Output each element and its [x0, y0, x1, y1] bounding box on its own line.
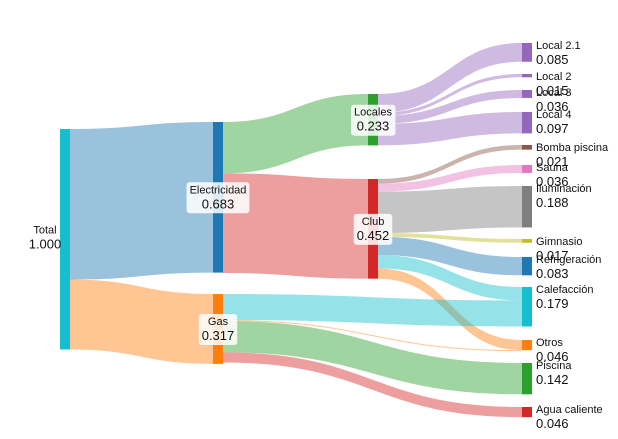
node-name-bomba: Bomba piscina: [536, 142, 609, 154]
node-value-club: 0.452: [357, 228, 390, 243]
label-l4: Local 40.097: [536, 109, 571, 136]
node-calef[interactable]: [522, 287, 532, 327]
node-value-gimn: 0.017: [536, 248, 569, 263]
node-name-agua: Agua caliente: [536, 404, 603, 416]
node-sauna[interactable]: [522, 165, 532, 173]
link-club-to-sauna[interactable]: [378, 165, 522, 192]
node-name-otros: Otros: [536, 337, 563, 349]
node-name-total: Total: [33, 224, 56, 236]
label-bg: [186, 182, 250, 214]
label-l3: Local 30.036: [536, 87, 571, 114]
link-total-to-gas[interactable]: [70, 279, 213, 364]
link-locales-to-l21[interactable]: [378, 43, 522, 113]
node-value-bomba: 0.021: [536, 154, 569, 169]
node-value-refri: 0.083: [536, 266, 569, 281]
node-name-l4: Local 4: [536, 109, 571, 121]
node-l21[interactable]: [522, 43, 532, 62]
node-value-gas: 0.317: [202, 328, 235, 343]
link-locales-to-l3[interactable]: [378, 90, 522, 124]
node-name-club: Club: [362, 216, 385, 228]
node-name-pisc: Piscina: [536, 360, 572, 372]
label-l2: Local 20.015: [536, 71, 571, 98]
node-value-ilum: 0.188: [536, 195, 569, 210]
node-name-gas: Gas: [208, 316, 229, 328]
link-gas-to-calef[interactable]: [223, 294, 522, 327]
node-name-l21: Local 2.1: [536, 40, 581, 52]
node-value-locales: 0.233: [357, 119, 390, 134]
label-bg: [353, 213, 393, 245]
node-value-pisc: 0.142: [536, 372, 569, 387]
node-name-calef: Calefacción: [536, 284, 593, 296]
link-elec-to-club[interactable]: [223, 173, 368, 279]
node-l2[interactable]: [522, 74, 532, 78]
label-bg: [198, 313, 238, 345]
link-locales-to-l2[interactable]: [378, 74, 522, 117]
node-bomba[interactable]: [522, 145, 532, 150]
node-agua[interactable]: [522, 407, 532, 418]
label-bg: [351, 104, 396, 136]
node-value-total: 1.000: [29, 236, 62, 251]
node-value-agua: 0.046: [536, 416, 569, 431]
node-l4[interactable]: [522, 112, 532, 134]
link-club-to-bomba[interactable]: [378, 145, 522, 184]
link-club-to-otros[interactable]: [378, 268, 522, 351]
link-gas-to-agua[interactable]: [223, 352, 522, 418]
node-name-sauna: Sauna: [536, 162, 569, 174]
node-name-l3: Local 3: [536, 87, 571, 99]
node-value-elec: 0.683: [202, 196, 235, 211]
node-refri[interactable]: [522, 257, 532, 276]
node-value-l2: 0.015: [536, 83, 569, 98]
node-pisc[interactable]: [522, 363, 532, 395]
link-club-to-ilum[interactable]: [378, 186, 522, 234]
node-name-refri: Refrigeración: [536, 254, 601, 266]
node-total[interactable]: [60, 129, 70, 350]
node-name-ilum: Iluminación: [536, 183, 592, 195]
node-value-l21: 0.085: [536, 52, 569, 67]
link-gas-to-otros[interactable]: [223, 320, 522, 352]
node-otros[interactable]: [522, 340, 532, 351]
link-club-to-refri[interactable]: [378, 236, 522, 276]
node-value-l3: 0.036: [536, 99, 569, 114]
node-value-l4: 0.097: [536, 121, 569, 136]
node-gimn[interactable]: [522, 239, 532, 243]
node-name-l2: Local 2: [536, 71, 571, 83]
link-total-to-elec[interactable]: [70, 122, 213, 280]
link-elec-to-locales[interactable]: [223, 94, 368, 174]
link-club-to-gimn[interactable]: [378, 233, 522, 243]
node-value-sauna: 0.036: [536, 174, 569, 189]
node-value-calef: 0.179: [536, 296, 569, 311]
link-locales-to-l4[interactable]: [378, 112, 522, 146]
label-l21: Local 2.10.085: [536, 40, 581, 67]
link-gas-to-pisc[interactable]: [223, 321, 522, 395]
node-l3[interactable]: [522, 90, 532, 98]
link-club-to-calef[interactable]: [378, 255, 522, 301]
node-name-locales: Locales: [354, 107, 392, 119]
node-value-otros: 0.046: [536, 349, 569, 364]
node-ilum[interactable]: [522, 186, 532, 228]
node-name-elec: Electricidad: [190, 184, 247, 196]
node-name-gimn: Gimnasio: [536, 236, 582, 248]
sankey-links: [70, 43, 522, 418]
